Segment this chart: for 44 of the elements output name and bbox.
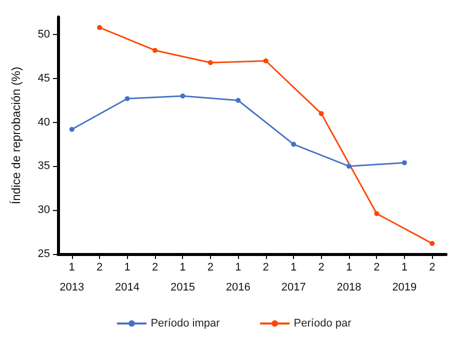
- point: [208, 60, 213, 66]
- point: [124, 96, 130, 102]
- legend-label: Período par: [294, 318, 352, 330]
- point: [180, 94, 186, 98]
- text: 2019: [392, 282, 417, 294]
- x-tick-label: 1: [124, 262, 130, 274]
- point: [291, 142, 296, 147]
- x-tick-label: 1: [346, 262, 352, 274]
- y-tick-label: 40: [38, 116, 50, 128]
- text: 2015: [170, 282, 195, 294]
- y-tick-label: 30: [38, 204, 50, 216]
- y-tick-label: 35: [38, 160, 50, 172]
- x-tick-label: 1: [235, 262, 242, 274]
- point: [236, 98, 241, 103]
- text: 2016: [226, 282, 250, 294]
- point: [69, 126, 74, 132]
- x-tick-label: 1: [401, 262, 408, 274]
- y-tick-label: 50: [38, 28, 50, 41]
- point: [430, 240, 435, 246]
- x-tick-label: 2: [262, 262, 269, 274]
- x-tick-label: 2: [318, 262, 324, 274]
- text: 2013: [60, 282, 84, 294]
- x-tick-label: 2: [96, 262, 103, 274]
- text: 2017: [281, 282, 306, 294]
- x-tick-label: 2: [152, 262, 158, 274]
- y-tick-label: 45: [38, 72, 50, 84]
- y-tick-label: 25: [38, 248, 50, 260]
- point: [97, 25, 102, 30]
- point: [318, 111, 324, 116]
- x-tick-label: 1: [180, 262, 186, 274]
- x-tick-label: 1: [290, 262, 297, 274]
- y-axis-title: Índice de reprobación (%): [9, 66, 23, 204]
- point: [346, 164, 352, 169]
- point: [374, 211, 380, 216]
- point: [263, 58, 268, 64]
- point: [402, 160, 407, 166]
- legend-label: Período impar: [150, 318, 220, 330]
- x-tick-label: 2: [429, 262, 436, 274]
- text: 2014: [115, 282, 140, 294]
- x-tick-label: 1: [68, 262, 75, 274]
- x-tick-label: 2: [207, 262, 214, 274]
- text: 2018: [336, 282, 362, 294]
- x-tick-label: 2: [374, 262, 380, 274]
- point: [152, 48, 158, 53]
